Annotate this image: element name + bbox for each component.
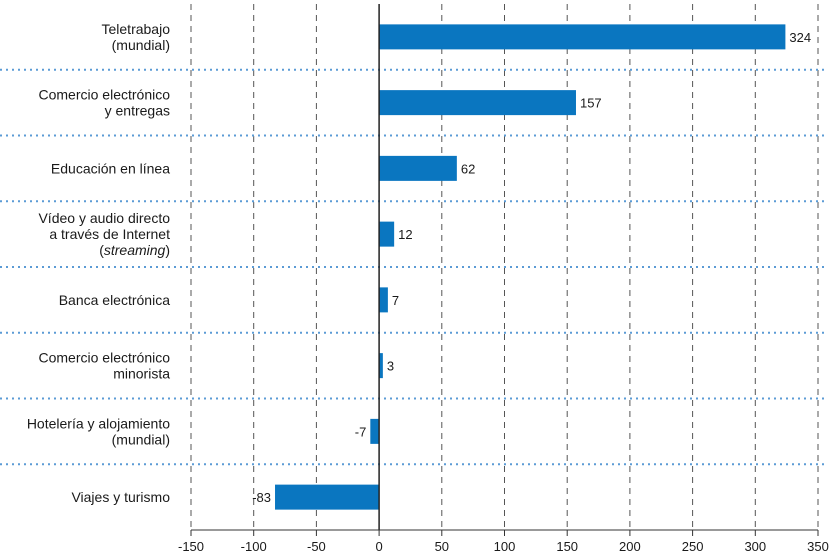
axes xyxy=(190,4,819,536)
bar xyxy=(379,353,383,379)
category-label-line: Vídeo y audio directo xyxy=(38,210,170,226)
category-label: Viajes y turismo xyxy=(71,489,170,505)
value-label: 12 xyxy=(398,227,412,242)
value-label: 3 xyxy=(387,359,394,374)
x-tick-label: 350 xyxy=(807,539,829,554)
value-label: 324 xyxy=(789,30,811,45)
x-tick-label: 200 xyxy=(619,539,641,554)
category-label-line: (mundial) xyxy=(112,37,170,53)
category-label-line: Banca electrónica xyxy=(59,292,171,308)
x-tick-label: 100 xyxy=(494,539,516,554)
category-label: Comercio electrónico minorista xyxy=(39,350,171,382)
x-tick-label: 0 xyxy=(375,539,382,554)
bar xyxy=(379,24,786,50)
x-tick-label: 300 xyxy=(744,539,766,554)
category-label: Banca electrónica xyxy=(59,292,171,308)
category-label: Teletrabajo (mundial) xyxy=(102,21,171,53)
x-tick-label: 150 xyxy=(556,539,578,554)
category-label-line: Educación en línea xyxy=(51,160,170,176)
x-tick-label: 50 xyxy=(435,539,449,554)
category-label-line: a través de Internet xyxy=(49,226,170,242)
x-tick-label: -100 xyxy=(241,539,267,554)
category-label-line: Hotelería y alojamiento xyxy=(27,415,170,431)
category-label: Educación en línea xyxy=(51,160,170,176)
value-label: 7 xyxy=(392,293,399,308)
category-label-line: Comercio electrónico xyxy=(39,350,171,366)
bar xyxy=(379,287,388,313)
bar xyxy=(379,221,395,247)
value-label: 62 xyxy=(461,161,475,176)
category-label-line: Comercio electrónico xyxy=(39,87,171,103)
category-label: Vídeo y audio directo a través de Interne… xyxy=(38,210,170,258)
x-tick-label: -50 xyxy=(307,539,326,554)
x-tick-label: -150 xyxy=(178,539,204,554)
category-label-line: Teletrabajo xyxy=(102,21,171,37)
category-label: Comercio electrónico y entregas xyxy=(39,87,171,119)
bar xyxy=(379,90,576,116)
value-labels: 324 157 62 12 7 3 -7 -83 xyxy=(252,30,811,505)
value-label: -83 xyxy=(252,490,271,505)
category-label-line: (mundial) xyxy=(112,431,170,447)
value-label: 157 xyxy=(580,96,602,111)
bar xyxy=(370,418,380,444)
bar xyxy=(379,155,457,181)
x-tick-label: 250 xyxy=(682,539,704,554)
category-labels: Teletrabajo (mundial)Comercio electrónico… xyxy=(27,21,170,505)
bars xyxy=(275,24,786,510)
category-separators xyxy=(0,68,828,466)
category-label-line: y entregas xyxy=(105,103,170,119)
category-label-line: (streaming) xyxy=(99,242,170,258)
category-label: Hotelería y alojamiento (mundial) xyxy=(27,415,170,447)
category-label-line: Viajes y turismo xyxy=(71,489,170,505)
value-label: -7 xyxy=(355,424,367,439)
category-label-line: minorista xyxy=(113,366,170,382)
x-tick-labels: -150 -100 -50 0 50 100 150 200 250 300 350 xyxy=(178,539,829,554)
bar xyxy=(275,484,380,510)
